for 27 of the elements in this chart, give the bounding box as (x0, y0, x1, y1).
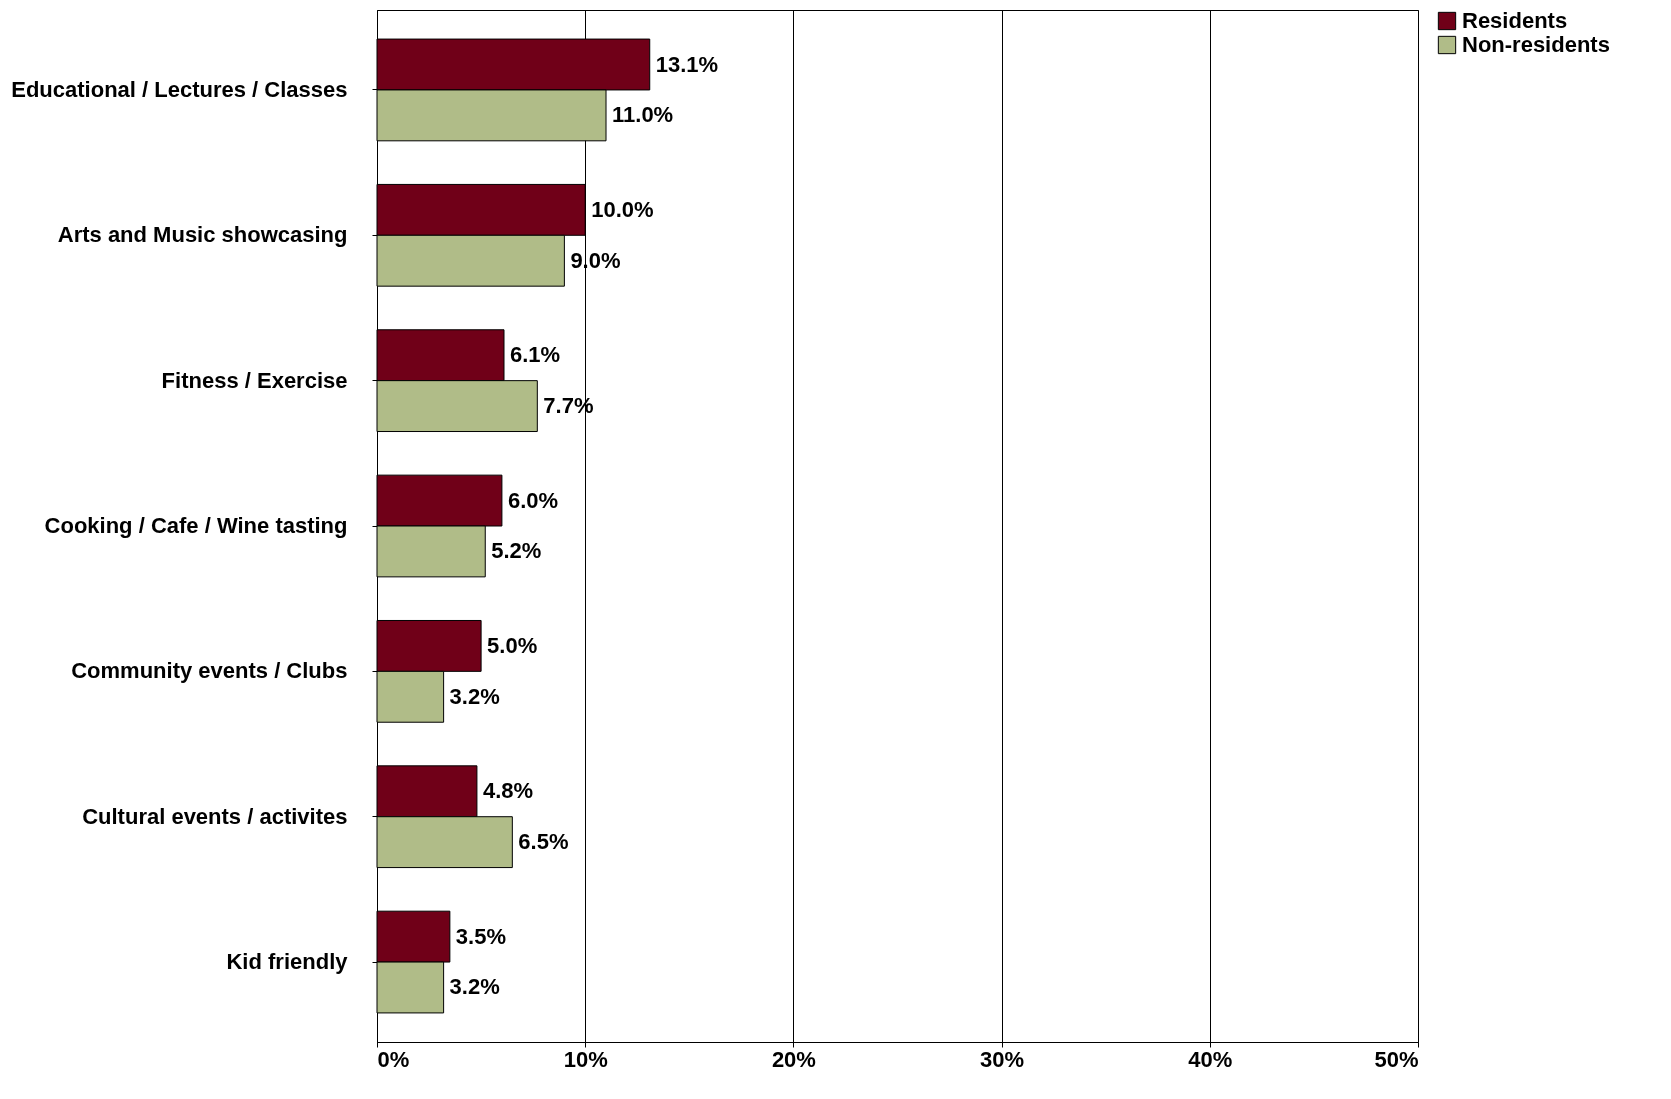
x-tick-label: 10% (563, 1046, 608, 1072)
y-tick-label: Kid friendly (226, 949, 349, 975)
y-tick-label: Cultural events / activites (82, 803, 348, 829)
data-label: 6.0% (507, 487, 559, 513)
data-label: 3.2% (449, 683, 500, 709)
y-tick-label: Community events / Clubs (71, 658, 348, 684)
x-tick-label: 20% (771, 1046, 816, 1072)
data-label: 13.1% (655, 51, 719, 77)
x-tick-label: 40% (1188, 1046, 1233, 1072)
data-label: 5.0% (487, 632, 538, 658)
data-label: 3.2% (449, 974, 500, 1000)
data-label: 6.5% (518, 829, 569, 855)
legend-label: Residents (1462, 8, 1568, 33)
data-label: 3.5% (455, 923, 507, 949)
data-label: 10.0% (591, 196, 654, 222)
y-tick-label: Cooking / Cafe / Wine tasting (44, 513, 348, 538)
x-tick-label: 30% (980, 1046, 1025, 1072)
data-label: 4.8% (482, 778, 534, 804)
data-label: 11.0% (612, 102, 674, 128)
y-tick-label: Educational / Lectures / Classes (11, 76, 348, 102)
y-tick-label: Fitness / Exercise (161, 367, 348, 393)
data-label: 5.2% (491, 538, 542, 564)
legend-label: Non-residents (1462, 32, 1610, 57)
data-label: 6.1% (510, 342, 561, 368)
x-tick-label: 0% (377, 1046, 410, 1072)
x-tick-label: 50% (1374, 1046, 1419, 1072)
y-tick-label: Arts and Music showcasing (57, 222, 348, 248)
